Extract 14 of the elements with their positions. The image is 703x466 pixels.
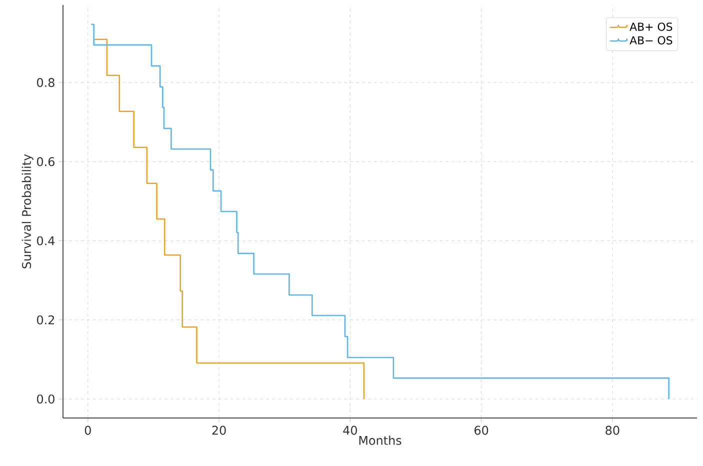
x-tick-label: 80 <box>606 426 620 435</box>
y-tick-label: 0.4 <box>36 236 55 246</box>
x-tick-label: 40 <box>343 426 357 435</box>
x-tick-label: 0 <box>84 426 91 435</box>
x-tick-label: 60 <box>474 426 488 435</box>
y-axis-title: Survival Probability <box>22 154 34 268</box>
x-axis-title: Months <box>359 436 402 445</box>
y-tick-label: 0.0 <box>36 394 54 404</box>
legend-label: AB− OS <box>630 36 672 44</box>
y-tick-label: 0.6 <box>36 157 54 166</box>
y-tick-label: 0.8 <box>36 78 54 88</box>
x-tick-label: 20 <box>212 426 226 435</box>
y-tick-label: 0.2 <box>36 315 54 324</box>
legend-label: AB+ OS <box>630 22 672 31</box>
